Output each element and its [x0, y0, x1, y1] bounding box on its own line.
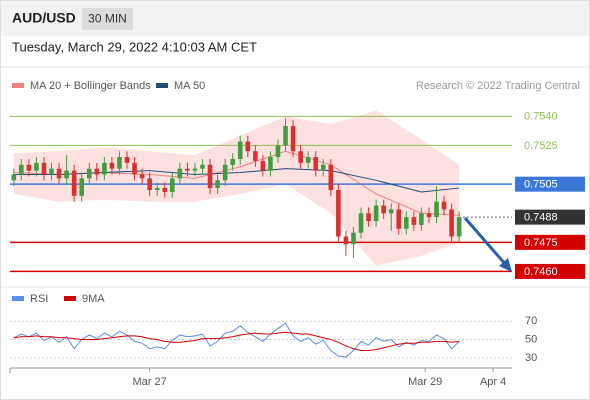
- candle-body: [268, 157, 273, 171]
- candle-body: [11, 174, 17, 181]
- candle-body: [56, 168, 62, 179]
- level-box: [515, 176, 585, 192]
- timeframe-badge: [82, 8, 133, 30]
- indicator-line: [13, 331, 460, 352]
- candle-body: [388, 209, 394, 214]
- candle-body: [260, 160, 266, 171]
- forecast-arrowhead: [499, 258, 512, 272]
- y-tick-label: 50: [525, 333, 537, 345]
- candle-body: [79, 178, 85, 196]
- candle-body: [328, 164, 334, 190]
- candle-body: [336, 190, 341, 237]
- candle-body: [102, 162, 107, 175]
- level-label: 0.7460: [524, 266, 558, 278]
- level-label: 0.7525: [524, 140, 558, 152]
- y-tick-label: 70: [525, 315, 537, 327]
- candle-body: [86, 168, 92, 179]
- candle-body: [298, 151, 303, 163]
- candle-body: [290, 126, 296, 152]
- legend-label: MA 50: [174, 80, 205, 92]
- candle-body: [109, 162, 115, 169]
- plot: MA 20 + Bollinger Bands MA 50 Research © 2…: [9, 80, 585, 388]
- candle-body: [41, 162, 47, 175]
- level-box: [515, 234, 585, 250]
- candle-body: [253, 151, 258, 161]
- bollinger-band: [13, 110, 460, 266]
- candle-body: [230, 158, 235, 165]
- candle-body: [373, 205, 379, 222]
- candle-body: [305, 157, 311, 163]
- level-box: [515, 209, 585, 225]
- candle-body: [275, 145, 281, 158]
- timestamp: Tuesday, March 29, 2022 4:10:03 AM CET: [12, 39, 257, 54]
- candle-body: [49, 168, 54, 175]
- indicator-line: [13, 322, 460, 358]
- candle-body: [94, 168, 100, 175]
- legend-label: 9MA: [82, 293, 105, 305]
- candle-body: [441, 201, 447, 210]
- candle-body: [34, 162, 39, 171]
- candle-body: [313, 157, 319, 171]
- candle-body: [411, 217, 417, 225]
- legend-swatch: [64, 296, 76, 301]
- candle-body: [207, 164, 213, 189]
- candle-body: [396, 209, 402, 229]
- candle-body: [381, 205, 386, 214]
- candle-body: [26, 164, 32, 171]
- candle-body: [358, 213, 364, 233]
- candle-body: [64, 170, 69, 179]
- candle-body: [351, 232, 356, 245]
- x-tick-label: Mar 27: [133, 376, 167, 388]
- source: Research © 2022 Trading Central: [416, 80, 580, 92]
- level-label: 0.7475: [524, 237, 558, 249]
- candle-body: [71, 170, 77, 196]
- candle-body: [426, 213, 432, 218]
- candle-body: [343, 236, 349, 245]
- legend-label: RSI: [30, 293, 48, 305]
- candle-body: [177, 168, 183, 179]
- level-label: 0.7540: [524, 111, 558, 123]
- candle-body: [19, 164, 24, 175]
- candle-body: [419, 213, 424, 225]
- candle-body: [449, 209, 454, 237]
- candle-body: [366, 213, 371, 222]
- legend-swatch: [12, 83, 24, 88]
- level-label: 0.7488: [524, 212, 558, 224]
- candle-body: [283, 126, 288, 146]
- legend-swatch: [12, 296, 24, 301]
- symbol: AUD/USD: [12, 10, 76, 26]
- candle-body: [192, 168, 198, 171]
- y-tick-label: 30: [525, 352, 537, 364]
- timeframe: 30 MIN: [88, 12, 127, 26]
- candle-body: [215, 180, 220, 189]
- candle-body: [222, 164, 228, 181]
- candle-body: [139, 174, 145, 179]
- candle-body: [237, 141, 243, 159]
- candle-body: [200, 164, 205, 169]
- candle-body: [117, 157, 122, 169]
- candle-body: [404, 217, 409, 229]
- candle-body: [245, 141, 251, 152]
- candle-body: [154, 188, 160, 190]
- candle-body: [162, 188, 168, 192]
- x-tick-label: Apr 4: [480, 376, 506, 388]
- candle-body: [124, 157, 130, 163]
- candle-body: [434, 201, 439, 218]
- candle-body: [132, 162, 137, 175]
- candle-body: [456, 217, 462, 237]
- candle-body: [185, 168, 190, 171]
- legend-label: MA 20 + Bollinger Bands: [30, 80, 151, 92]
- candle-body: [320, 164, 326, 171]
- level-label: 0.7505: [524, 179, 558, 191]
- candle-body: [147, 178, 152, 190]
- x-tick-label: Mar 29: [408, 376, 442, 388]
- legend-swatch: [156, 83, 168, 88]
- level-box: [515, 263, 585, 279]
- forecast-arrow: [463, 217, 508, 266]
- candle-body: [170, 178, 175, 192]
